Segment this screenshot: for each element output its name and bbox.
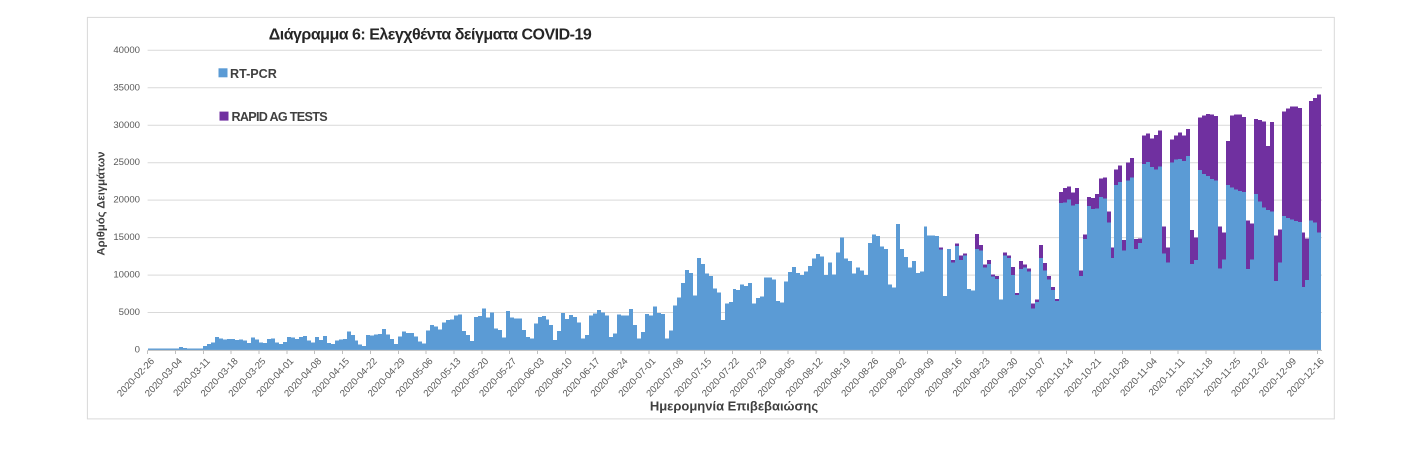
svg-text:Ημερομηνία Επιβεβαιώσης: Ημερομηνία Επιβεβαιώσης [650,399,819,414]
svg-text:15000: 15000 [113,232,140,243]
svg-text:Διάγραμμα 6: Ελεγχθέντα δείγμα: Διάγραμμα 6: Ελεγχθέντα δείγματα COVID-1… [269,27,592,44]
svg-text:35000: 35000 [113,82,140,93]
svg-text:RAPID AG TESTS: RAPID AG TESTS [232,110,328,124]
svg-text:40000: 40000 [113,45,140,56]
svg-text:30000: 30000 [113,120,140,131]
svg-text:RT-PCR: RT-PCR [230,67,277,81]
svg-text:10000: 10000 [113,270,140,281]
svg-text:20000: 20000 [113,195,140,206]
svg-text:25000: 25000 [113,157,140,168]
svg-text:Αριθμός Δειγμάτων: Αριθμός Δειγμάτων [96,151,108,255]
svg-text:0: 0 [135,345,140,356]
svg-text:5000: 5000 [119,307,140,318]
